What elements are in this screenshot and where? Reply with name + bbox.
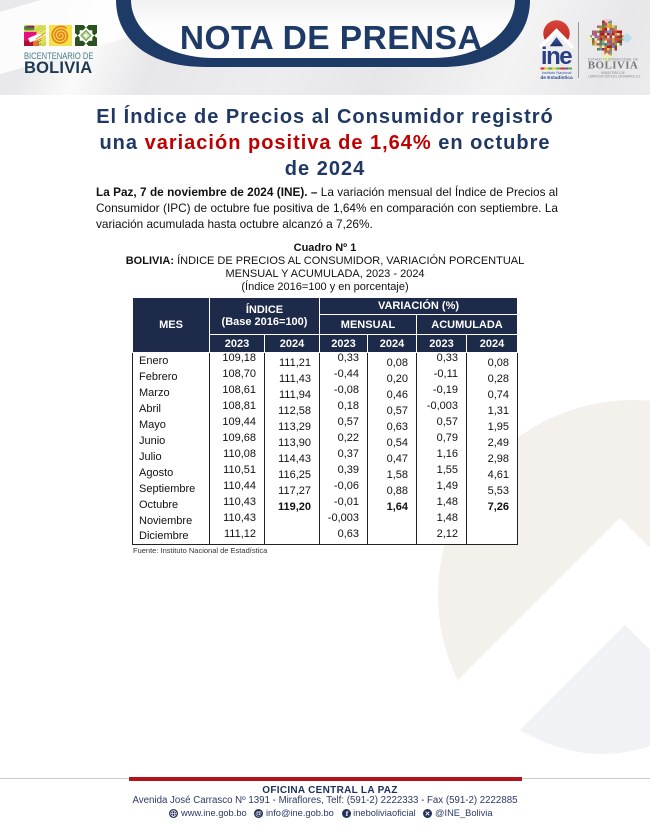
svg-text:de Estadística: de Estadística	[540, 75, 573, 80]
svg-text:f: f	[345, 809, 348, 818]
svg-text:BOLIVIA: BOLIVIA	[588, 60, 638, 72]
svg-text:ESTADO PLURINACIONAL DE: ESTADO PLURINACIONAL DE	[588, 58, 639, 62]
svg-text:@: @	[256, 810, 263, 817]
svg-text:PLANIFICACIÓN DEL DESARROLLO: PLANIFICACIÓN DEL DESARROLLO	[588, 74, 641, 79]
svg-text:MINISTERIO DE: MINISTERIO DE	[601, 71, 625, 75]
svg-text:ine: ine	[541, 43, 572, 70]
svg-text:Instituto Nacional: Instituto Nacional	[542, 70, 572, 75]
